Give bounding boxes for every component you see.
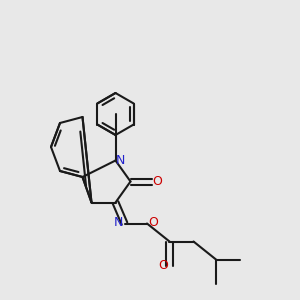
Text: N: N — [116, 154, 126, 167]
Text: O: O — [148, 216, 158, 229]
Text: O: O — [152, 175, 162, 188]
Text: O: O — [158, 259, 168, 272]
Text: N: N — [114, 216, 123, 229]
